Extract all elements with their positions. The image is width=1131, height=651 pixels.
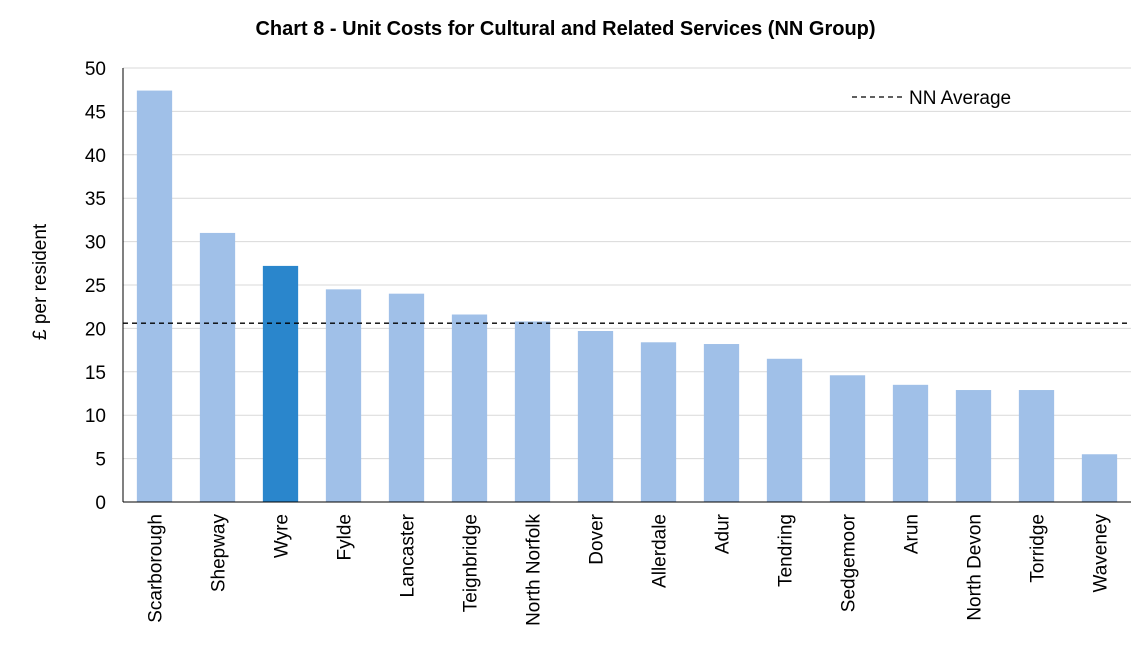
bar (514, 321, 551, 502)
x-tick-label: Sedgemoor (839, 513, 860, 612)
x-tick-label: North Norfolk (524, 514, 545, 626)
bar (829, 375, 866, 502)
bar (199, 232, 236, 503)
x-tick-label: Fylde (335, 514, 356, 560)
x-tick-label: Dover (587, 513, 608, 564)
y-tick-label: 50 (85, 59, 106, 80)
y-tick-label: 35 (85, 189, 106, 210)
bar (955, 390, 992, 502)
x-tick-label: Teignbridge (461, 514, 482, 612)
y-tick-label: 5 (95, 450, 106, 471)
x-tick-label: Lancaster (398, 513, 419, 597)
bar (136, 90, 173, 503)
bar (388, 293, 425, 502)
bar (640, 342, 677, 502)
x-tick-label: Shepway (209, 514, 230, 593)
y-tick-label: 15 (85, 363, 106, 384)
y-tick-label: 10 (85, 406, 106, 427)
bar (325, 289, 362, 502)
x-tick-label: Torridge (1028, 514, 1049, 583)
bar (1018, 390, 1055, 502)
x-tick-label: North Devon (965, 514, 986, 621)
bar (766, 358, 803, 502)
x-tick-label: Allerdale (650, 514, 671, 588)
x-tick-label: Adur (713, 513, 734, 554)
bar (451, 314, 488, 502)
bar (262, 265, 299, 502)
x-tick-label: Arun (902, 514, 923, 554)
legend-entry: NN Average (909, 88, 1011, 109)
y-tick-label: 0 (95, 493, 106, 514)
x-tick-label: Scarborough (146, 514, 167, 623)
bar (1081, 454, 1118, 502)
y-tick-label: 45 (85, 102, 106, 123)
bar (703, 344, 740, 502)
y-tick-label: 20 (85, 319, 106, 340)
chart-title: Chart 8 - Unit Costs for Cultural and Re… (255, 18, 876, 40)
x-tick-label: Waveney (1091, 514, 1112, 593)
y-tick-label: 40 (85, 146, 106, 167)
bar (892, 384, 929, 502)
bar (577, 331, 614, 502)
y-tick-label: 25 (85, 276, 106, 297)
x-tick-label: Tendring (776, 514, 797, 587)
x-tick-label: Wyre (272, 514, 293, 558)
y-tick-label: 30 (85, 233, 106, 254)
